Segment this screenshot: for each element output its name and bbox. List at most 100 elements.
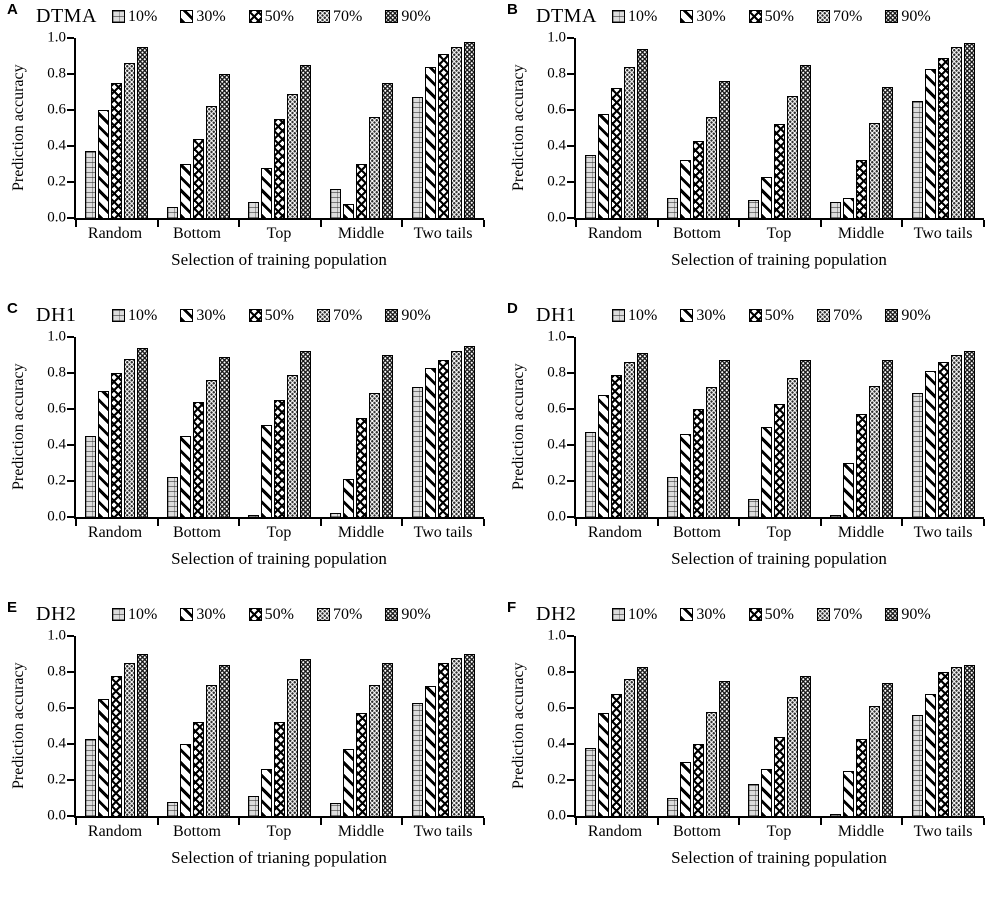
bar-90%-middle: [382, 83, 394, 218]
y-tick-label: 0.8: [47, 663, 66, 680]
y-tick-mark: [67, 217, 74, 219]
y-tick-mark: [567, 743, 574, 745]
legend-swatch-icon: [385, 608, 399, 621]
bar-30%-random: [598, 713, 610, 816]
bar-70%-top: [787, 95, 799, 218]
y-tick-label: 0.6: [47, 699, 66, 716]
legend-swatch-icon: [385, 10, 399, 23]
bar-70%-two-tails: [450, 47, 462, 218]
x-tick-mark: [401, 818, 404, 825]
category-label: Top: [266, 225, 292, 242]
bar-30%-two-tails: [424, 66, 436, 218]
legend-item: 90%: [385, 8, 431, 26]
category-label: Bottom: [172, 823, 221, 840]
x-tick-mark: [656, 818, 659, 825]
y-tick-label: 0.4: [47, 137, 66, 154]
bar-10%-middle: [830, 515, 842, 517]
bar-90%-bottom: [218, 356, 230, 517]
plot-outer: 0.0 0.2 0.4 0.6 0.8 1.0: [47, 30, 485, 227]
bar-group-top: [739, 38, 821, 218]
chart-header: DH2 10% 30% 50% 70% 90%: [36, 601, 500, 628]
bar-groups: [76, 38, 484, 218]
chart-title: DH1: [536, 304, 577, 326]
y-tick-mark: [567, 181, 574, 183]
y-tick-label: 0.2: [47, 472, 66, 489]
plot-area: 0.0 0.2 0.4 0.6 0.8 1.0: [547, 329, 985, 526]
bar-70%-middle: [869, 385, 881, 517]
bar-10%-top: [748, 783, 760, 816]
chart-panel-C: C DH1 10% 30% 50% 70% 90% Prediction accuracy 0.…: [0, 299, 500, 598]
bar-50%-middle: [856, 414, 868, 517]
category-label: Top: [266, 524, 292, 541]
legend-item: 90%: [385, 307, 431, 325]
y-tick-mark: [67, 408, 74, 410]
legend-swatch-icon: [680, 608, 694, 621]
bar-30%-middle: [843, 198, 855, 218]
bar-30%-bottom: [179, 164, 191, 218]
bar-30%-random: [98, 699, 110, 816]
category-labels: Random Bottom Top Middle Two tails: [574, 225, 984, 243]
y-tick-label: 0.6: [47, 101, 66, 118]
bar-group-two-tails: [402, 636, 484, 816]
plot-area: 0.0 0.2 0.4 0.6 0.8 1.0: [47, 30, 485, 227]
chart-title: DTMA: [36, 5, 97, 27]
bar-group-top: [739, 636, 821, 816]
bar-50%-random: [611, 88, 623, 218]
bar-70%-top: [787, 378, 799, 517]
category-label: Two tails: [413, 823, 473, 840]
bar-50%-bottom: [692, 744, 704, 816]
legend-swatch-icon: [180, 10, 194, 23]
legend-label: 10%: [628, 306, 658, 324]
category-label: Two tails: [913, 225, 973, 242]
legend-label: 50%: [264, 306, 294, 324]
bar-90%-top: [300, 65, 312, 218]
bar-groups: [576, 337, 984, 517]
category-labels: Random Bottom Top Middle Two tails: [574, 823, 984, 841]
bar-30%-middle: [343, 749, 355, 816]
y-axis-title: Prediction accuracy: [10, 363, 27, 491]
legend-item: 90%: [385, 606, 431, 624]
bar-90%-two-tails: [963, 43, 975, 218]
bar-10%-two-tails: [411, 387, 423, 517]
bar-50%-top: [274, 119, 286, 218]
x-tick-mark: [319, 220, 322, 227]
bar-50%-bottom: [692, 409, 704, 517]
panel-letter: D: [507, 300, 518, 317]
legend-label: 10%: [128, 306, 158, 324]
bar-90%-two-tails: [963, 664, 975, 816]
bar-10%-random: [585, 155, 597, 218]
bar-group-middle: [821, 38, 903, 218]
legend-item: 90%: [885, 606, 931, 624]
y-tick-mark: [567, 779, 574, 781]
legend-swatch-icon: [885, 10, 899, 23]
y-tick-mark: [567, 516, 574, 518]
chart-header: DH1 10% 30% 50% 70% 90%: [36, 302, 500, 329]
bar-10%-random: [585, 432, 597, 517]
x-axis-title: Selection of training population: [671, 250, 887, 269]
bar-50%-two-tails: [937, 672, 949, 816]
bar-group-two-tails: [902, 337, 984, 517]
bar-30%-two-tails: [924, 68, 936, 218]
bar-90%-middle: [382, 663, 394, 816]
legend-item: 10%: [112, 307, 157, 325]
x-tick-mark: [575, 818, 577, 825]
y-tick-mark: [567, 635, 574, 637]
bar-90%-top: [300, 659, 312, 816]
x-tick-mark: [483, 220, 485, 227]
y-tick-label: 1.0: [47, 627, 66, 644]
plot-outer: 0.0 0.2 0.4 0.6 0.8 1.0: [547, 329, 985, 526]
bar-group-middle: [821, 337, 903, 517]
bar-90%-middle: [882, 360, 894, 517]
y-tick-mark: [67, 73, 74, 75]
panel-letter: F: [507, 599, 517, 616]
bar-70%-two-tails: [450, 351, 462, 517]
bar-50%-middle: [356, 418, 368, 517]
bar-30%-bottom: [179, 436, 191, 517]
legend-swatch-icon: [316, 309, 330, 322]
bar-group-two-tails: [902, 636, 984, 816]
legend-swatch-icon: [180, 608, 194, 621]
legend-swatch-icon: [885, 608, 899, 621]
legend-swatch-icon: [612, 608, 625, 621]
y-axis-title: Prediction accuracy: [510, 662, 527, 790]
